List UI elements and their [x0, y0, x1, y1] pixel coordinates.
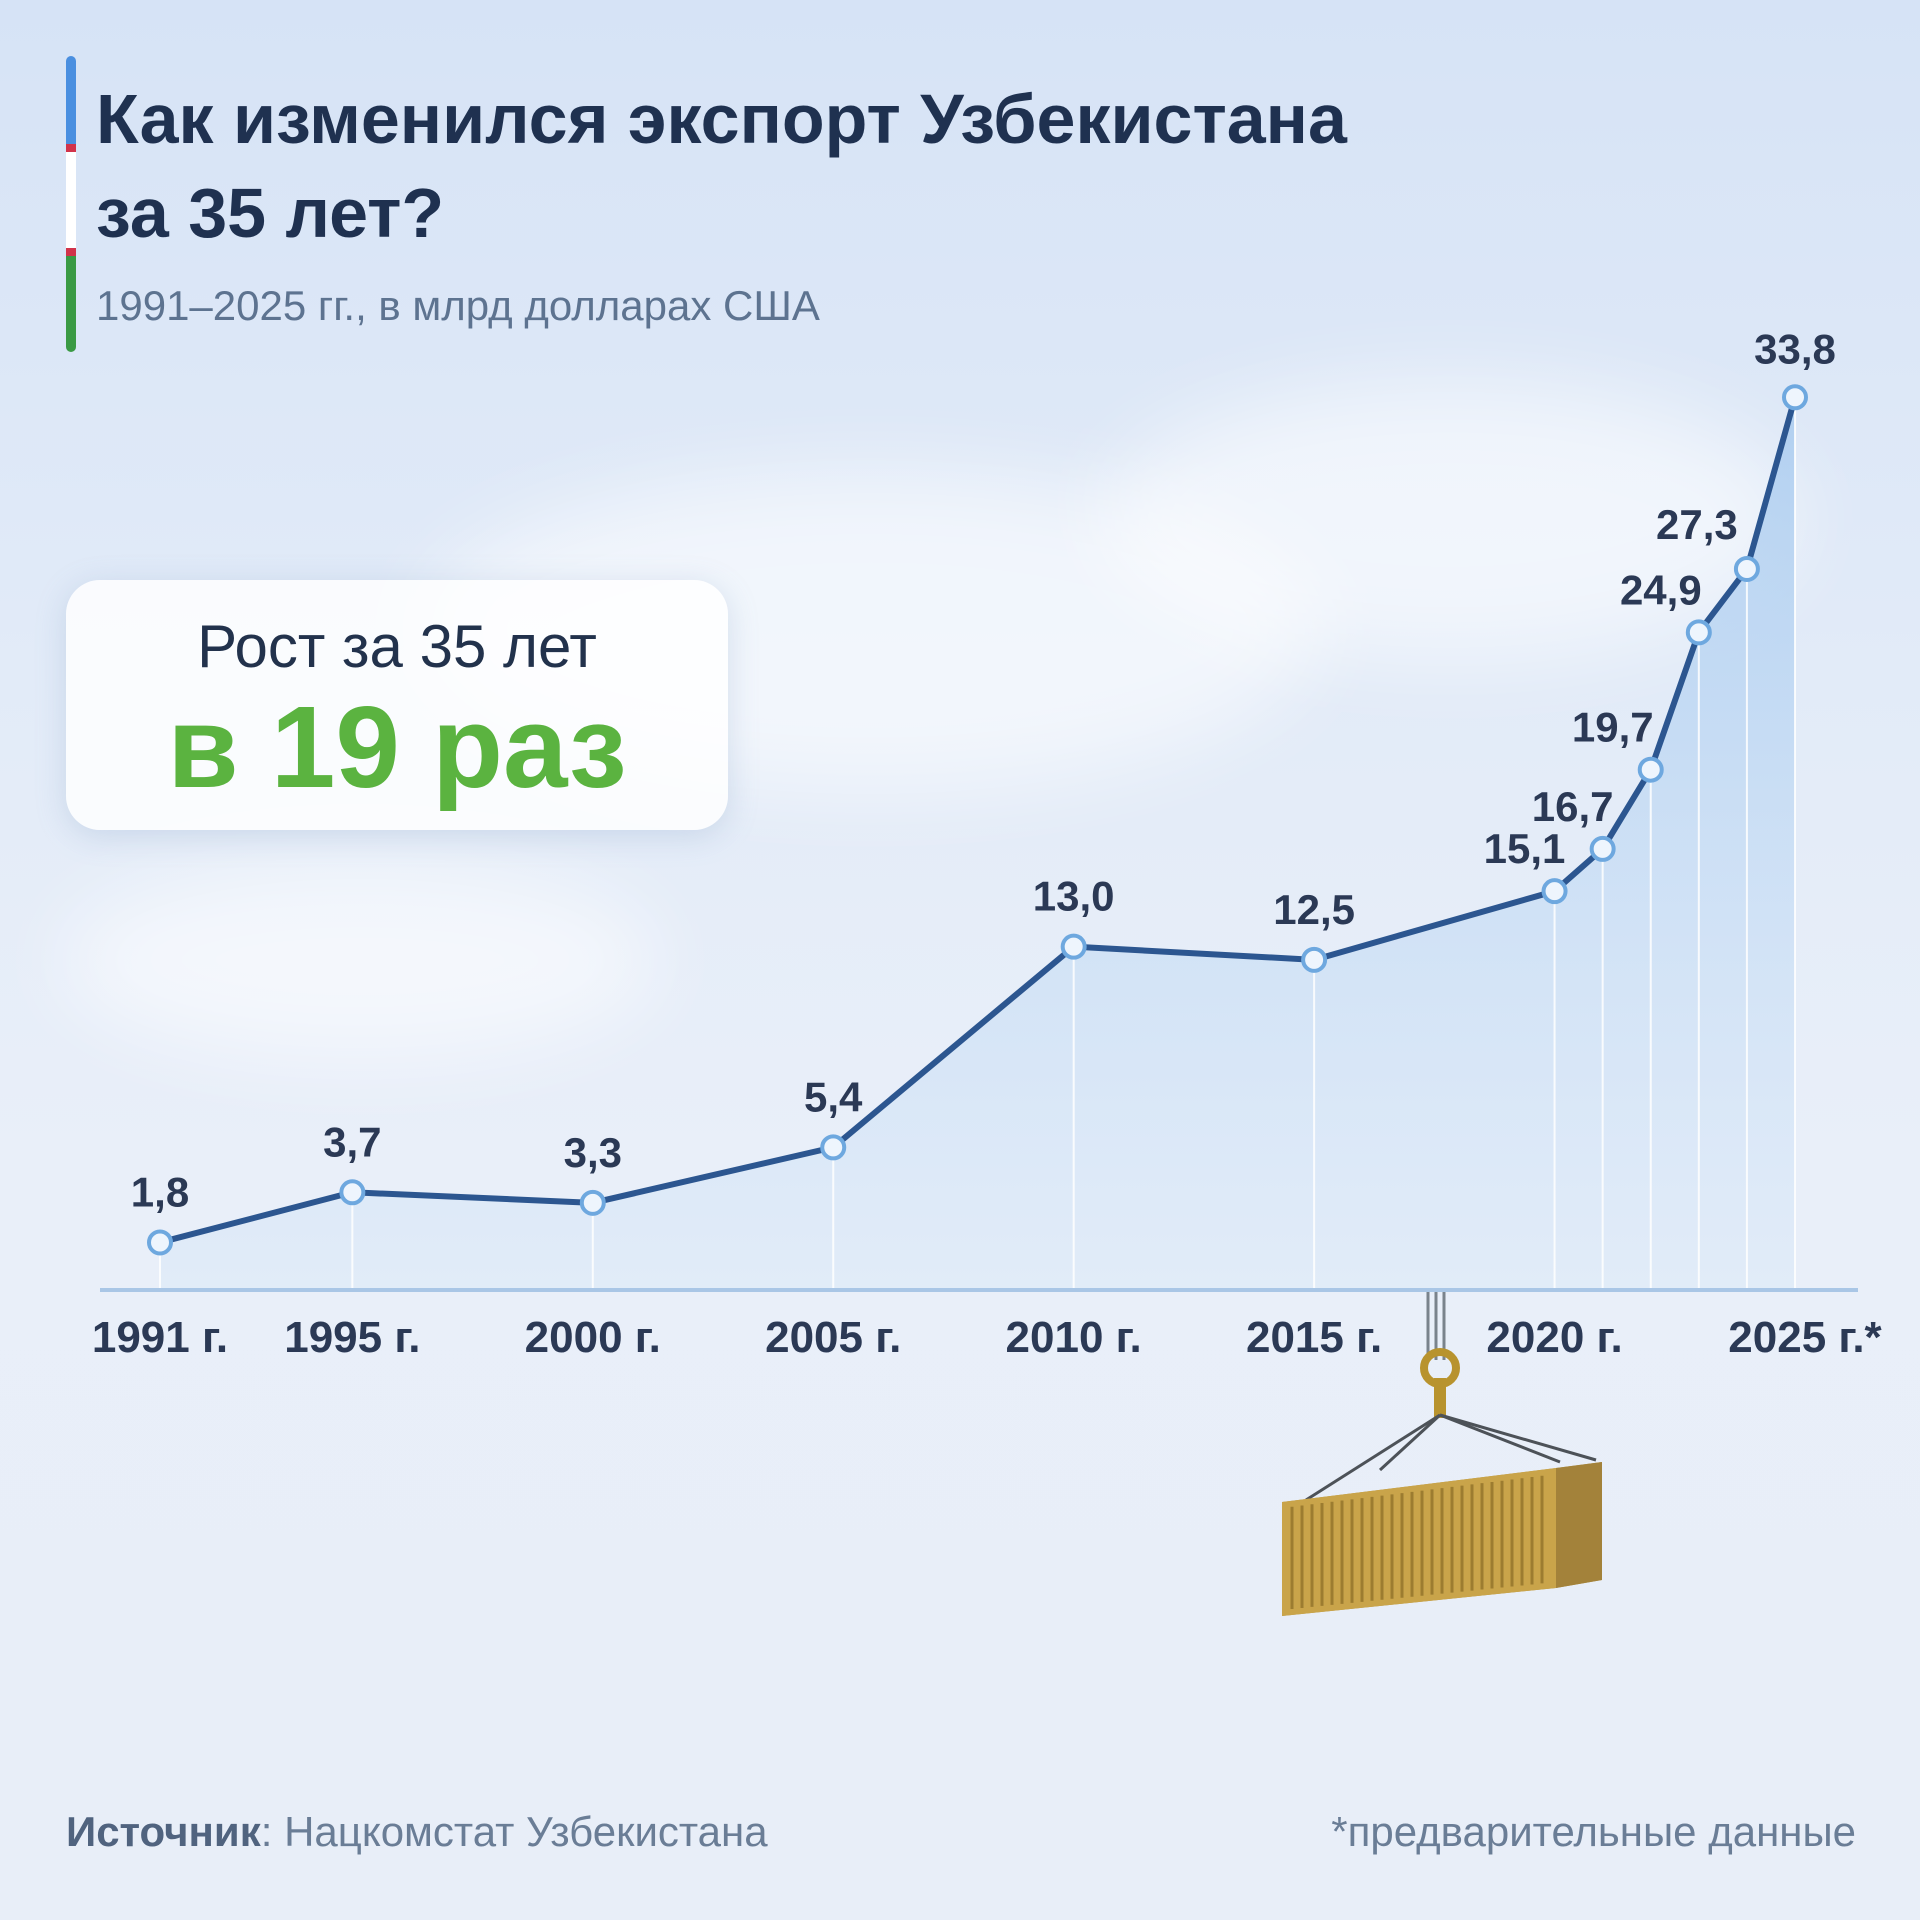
- preliminary-note: *предварительные данные: [1331, 1808, 1856, 1855]
- x-tick-label: 2015 г.: [1246, 1313, 1382, 1362]
- chart-subtitle: 1991–2025 гг., в млрд долларах США: [96, 282, 820, 329]
- data-label: 12,5: [1273, 886, 1355, 933]
- x-tick-label: 2010 г.: [1006, 1313, 1142, 1362]
- source-value: : Нацкомстат Узбекистана: [260, 1808, 768, 1855]
- data-label: 3,7: [323, 1118, 381, 1165]
- area-fill: [160, 397, 1795, 1290]
- x-tick-label: 2005 г.: [765, 1313, 901, 1362]
- x-tick-label: 1991 г.: [92, 1313, 228, 1362]
- data-label: 1,8: [131, 1168, 189, 1215]
- x-tick-label: 2000 г.: [525, 1313, 661, 1362]
- cargo-container-illustration: [1282, 1290, 1602, 1616]
- flag-accent-bar: [66, 56, 76, 352]
- data-point: [820, 1134, 847, 1161]
- x-tick-label: 1995 г.: [284, 1313, 420, 1362]
- data-point: [1060, 933, 1087, 960]
- data-label: 27,3: [1656, 501, 1738, 548]
- chart-title-line2: за 35 лет?: [96, 174, 445, 252]
- growth-card: Рост за 35 лет в 19 раз: [66, 580, 728, 830]
- source-note: Источник: Нацкомстат Узбекистана: [66, 1808, 768, 1856]
- data-label: 3,3: [564, 1129, 622, 1176]
- data-label: 16,7: [1532, 783, 1614, 830]
- data-label: 15,1: [1484, 825, 1566, 872]
- data-point: [1733, 555, 1760, 582]
- series-line: [159, 396, 1798, 1246]
- source-label: Источник: [66, 1808, 261, 1855]
- data-label: 13,0: [1033, 873, 1115, 920]
- data-point: [1782, 384, 1808, 411]
- data-point: [1301, 946, 1328, 973]
- x-tick-label: 2025 г.*: [1728, 1313, 1882, 1362]
- data-point: [1685, 619, 1712, 646]
- chart-title: Как изменился экспорт Узбекистана за 35 …: [96, 72, 1347, 260]
- data-label: 24,9: [1620, 566, 1702, 613]
- data-label: 33,8: [1754, 325, 1836, 372]
- growth-label: Рост за 35 лет: [197, 613, 597, 680]
- data-point: [579, 1189, 606, 1216]
- chart-title-line1: Как изменился экспорт Узбекистана: [96, 80, 1347, 158]
- data-label: 5,4: [804, 1073, 863, 1120]
- data-point: [1637, 756, 1664, 783]
- data-point: [1541, 878, 1568, 905]
- data-point: [339, 1179, 366, 1206]
- data-point: [147, 1229, 173, 1256]
- growth-value: в 19 раз: [167, 682, 627, 812]
- x-tick-label: 2020 г.: [1486, 1313, 1622, 1362]
- data-point: [1589, 835, 1616, 862]
- data-label: 19,7: [1572, 704, 1654, 751]
